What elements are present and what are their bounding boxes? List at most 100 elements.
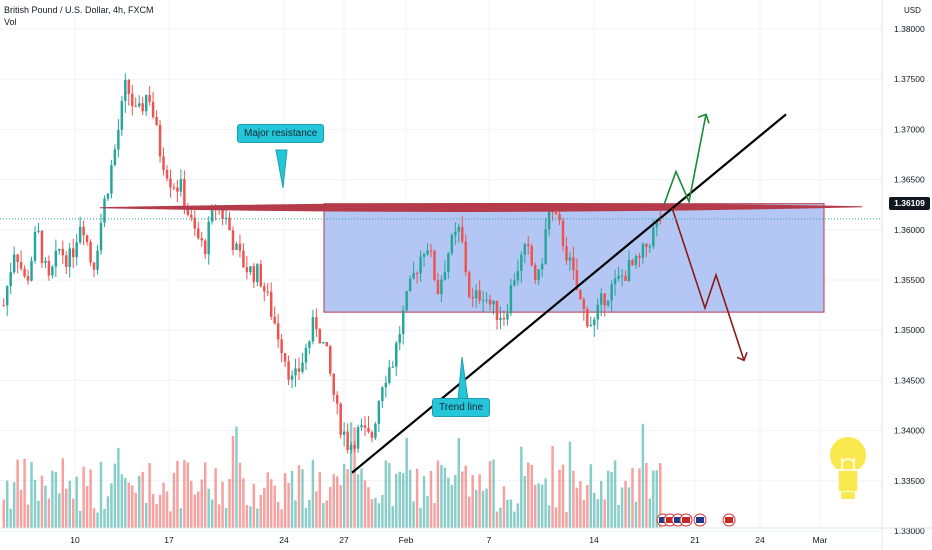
candle xyxy=(120,95,124,136)
volume-bar xyxy=(513,511,516,528)
candle-body xyxy=(137,103,141,107)
candle xyxy=(471,287,474,308)
candle xyxy=(509,278,513,317)
candle xyxy=(499,306,502,330)
volume-bar xyxy=(137,475,141,528)
volume-bar xyxy=(75,476,78,528)
volume-bar xyxy=(190,480,193,528)
candle-body xyxy=(249,266,252,273)
volume-bar xyxy=(61,458,65,528)
candle xyxy=(103,195,106,228)
volume-bar xyxy=(530,464,533,528)
candle-body xyxy=(610,284,613,301)
candle-body xyxy=(110,165,113,194)
candle xyxy=(516,259,520,286)
candle-body xyxy=(71,248,75,258)
candle-body xyxy=(210,208,214,222)
symbol-title[interactable]: British Pound / U.S. Dollar, 4h, FXCM xyxy=(4,5,154,15)
volume-bar xyxy=(23,458,26,528)
price-tick-label: 1.34500 xyxy=(894,375,925,385)
candle xyxy=(294,358,297,387)
candle-body xyxy=(401,310,405,335)
volume-bar xyxy=(113,463,117,528)
event-flag-fill xyxy=(666,517,674,523)
candle-body xyxy=(176,187,179,192)
volume-bar xyxy=(144,502,148,528)
volume-bar xyxy=(367,487,370,528)
candle-body xyxy=(422,254,426,257)
major-resistance-callout[interactable]: Major resistance xyxy=(237,124,325,143)
candle xyxy=(610,280,613,312)
candle xyxy=(565,237,568,265)
candle xyxy=(645,243,648,258)
volume-bar xyxy=(276,501,280,528)
event-flag-fill xyxy=(696,517,704,523)
volume-bar xyxy=(565,511,568,528)
candle xyxy=(44,257,47,269)
volume-bar xyxy=(599,481,603,528)
economic-events[interactable] xyxy=(656,513,736,527)
volume-bar xyxy=(405,437,408,528)
drawing-lines xyxy=(0,113,882,474)
candle-body xyxy=(332,373,335,395)
volume-bar xyxy=(606,470,610,528)
volume-bar xyxy=(339,485,342,528)
currency-label: USD xyxy=(904,6,921,15)
volume-bar xyxy=(356,474,360,528)
candle xyxy=(492,300,495,315)
candle-body xyxy=(165,170,169,179)
candle-body xyxy=(221,209,224,219)
volume-label[interactable]: Vol xyxy=(4,17,17,27)
candle xyxy=(485,292,488,304)
candle xyxy=(203,238,207,259)
volume-bar xyxy=(370,499,374,528)
candle-body xyxy=(290,375,294,380)
candle xyxy=(561,217,565,252)
volume-bar xyxy=(304,507,308,528)
volume-bar xyxy=(422,476,426,528)
volume-bar xyxy=(659,463,662,528)
candle-body xyxy=(158,124,162,157)
volume-bar xyxy=(582,500,586,528)
candle xyxy=(106,192,110,201)
candle-body xyxy=(89,242,92,263)
candle xyxy=(2,298,5,307)
volume-bar xyxy=(249,506,252,528)
candle-body xyxy=(523,244,527,255)
time-tick-label: 24 xyxy=(755,535,765,545)
candle-body xyxy=(641,243,645,258)
candle xyxy=(627,250,631,282)
candle-body xyxy=(58,248,61,251)
candle-body xyxy=(544,229,547,264)
volume-bar xyxy=(610,471,613,528)
trend-line-callout[interactable]: Trend line xyxy=(432,398,491,417)
volume-bar xyxy=(467,496,471,528)
volume-bar xyxy=(322,502,325,528)
candle-body xyxy=(325,342,329,347)
volume-bar xyxy=(68,480,71,528)
candle xyxy=(117,118,120,158)
volume-bar xyxy=(308,499,311,528)
candle-body xyxy=(37,230,40,232)
candle-body xyxy=(412,272,415,279)
candle-body xyxy=(634,256,638,266)
candle xyxy=(329,344,332,377)
candle xyxy=(631,258,634,267)
candle xyxy=(349,441,353,454)
candle xyxy=(582,297,586,321)
candle-body xyxy=(339,403,342,435)
candle-body xyxy=(26,276,30,281)
candle xyxy=(474,284,478,308)
candle-body xyxy=(440,279,443,295)
volume-bar xyxy=(332,474,335,528)
candle-body xyxy=(530,246,533,266)
volume-bar xyxy=(478,474,481,528)
candle xyxy=(523,242,527,264)
candle xyxy=(488,294,492,311)
price-tick-label: 1.37500 xyxy=(894,74,925,84)
volume-bar xyxy=(652,470,655,528)
candle-body xyxy=(23,268,26,277)
price-tick-label: 1.33500 xyxy=(894,476,925,486)
candle-body xyxy=(61,248,65,256)
